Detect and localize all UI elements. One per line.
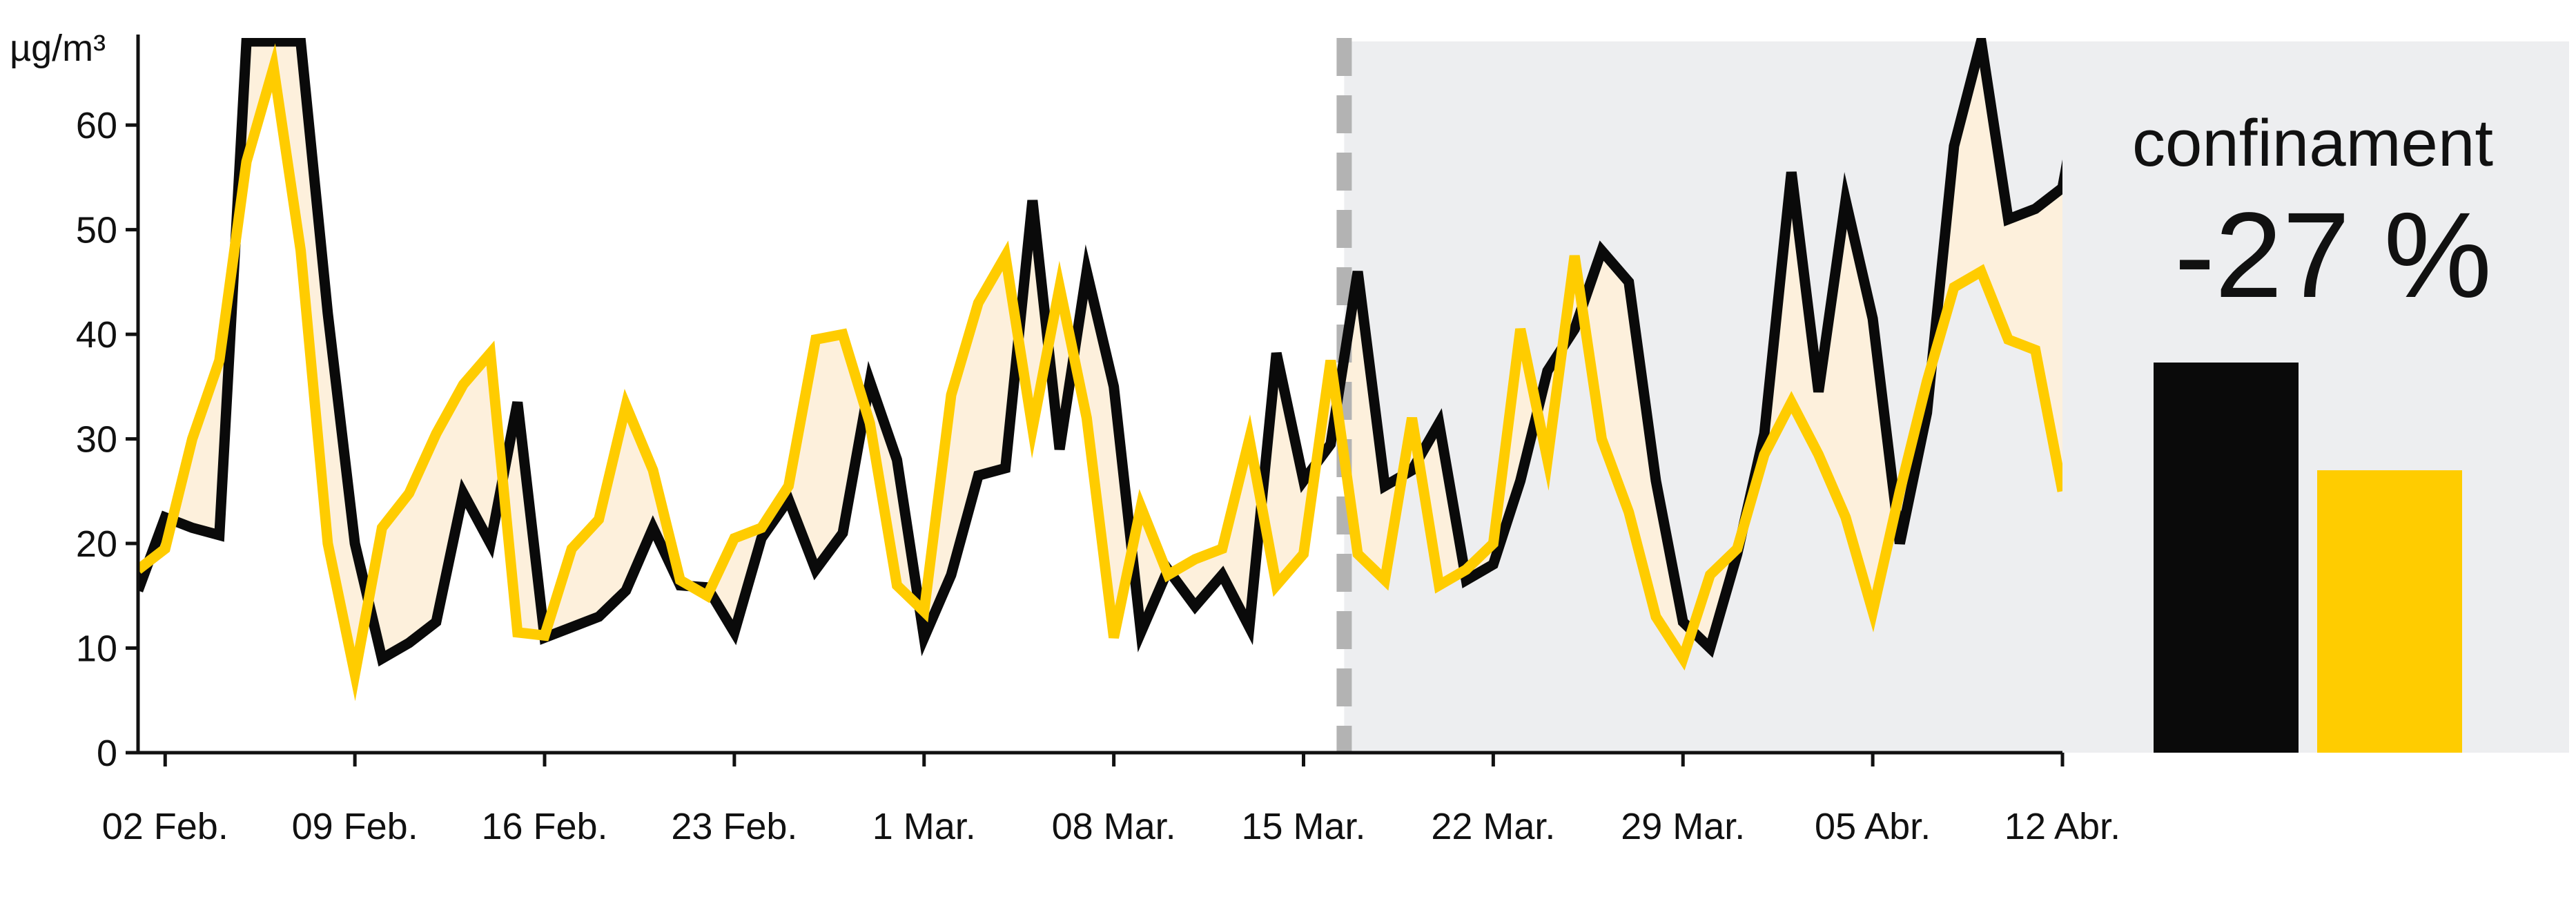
inset-title: confinament <box>2132 106 2493 180</box>
difference-area <box>138 41 2062 675</box>
x-tick-label: 22 Mar. <box>1431 806 1555 847</box>
series-line-2 <box>138 43 2062 702</box>
x-tick-label: 08 Mar. <box>1052 806 1176 847</box>
x-tick-label: 09 Feb. <box>292 806 418 847</box>
x-tick-label: 1 Mar. <box>872 806 976 847</box>
x-tick-label: 05 Abr. <box>1815 806 1931 847</box>
axes <box>136 35 2062 755</box>
x-ticks: 02 Feb. 09 Feb. 16 Feb. 23 Feb. 1 Mar. 08 Mar… <box>102 753 2120 847</box>
x-tick-label: 12 Abr. <box>2004 806 2120 847</box>
x-tick-label: 29 Mar. <box>1621 806 1745 847</box>
y-tick-label: 0 <box>97 733 117 774</box>
x-tick-label: 23 Feb. <box>671 806 797 847</box>
inset-bar-2 <box>2317 470 2462 753</box>
y-tick-label: 60 <box>76 105 117 146</box>
x-tick-label: 02 Feb. <box>102 806 228 847</box>
inset-value: -27 % <box>2174 188 2492 323</box>
inset-bars <box>2154 363 2462 753</box>
series-lines <box>138 38 2062 702</box>
x-tick-label: 16 Feb. <box>481 806 607 847</box>
y-tick-label: 50 <box>76 210 117 251</box>
y-ticks: 0 10 20 30 40 50 60 <box>76 105 138 774</box>
confinement-inset: confinament -27 % <box>2132 106 2493 753</box>
y-tick-label: 20 <box>76 523 117 565</box>
y-tick-label: 10 <box>76 628 117 670</box>
inset-bar-1 <box>2154 363 2299 753</box>
y-tick-label: 30 <box>76 419 117 461</box>
difference-fill <box>138 41 2062 675</box>
x-tick-label: 15 Mar. <box>1241 806 1365 847</box>
y-tick-label: 40 <box>76 314 117 356</box>
y-unit-label: µg/m³ <box>10 28 106 69</box>
series-line-1 <box>138 38 2062 667</box>
